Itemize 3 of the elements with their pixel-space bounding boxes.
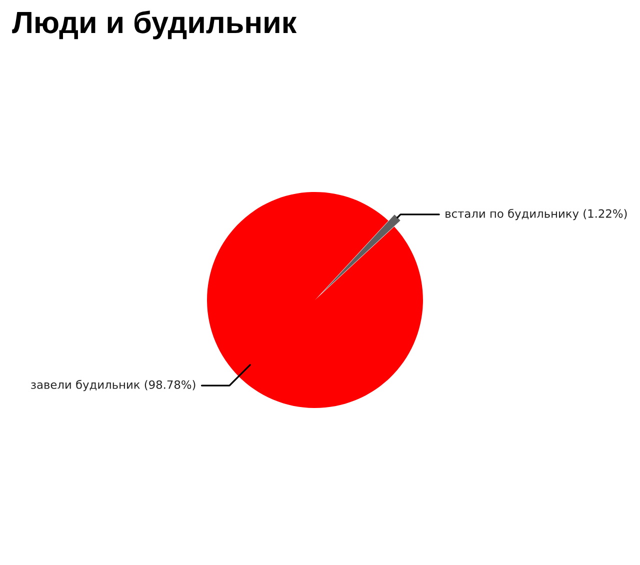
slice-label: завели будильник (98.78%) xyxy=(31,380,196,392)
chart-title: Люди и будильник xyxy=(12,10,297,40)
slice-label: встали по будильнику (1.22%) xyxy=(446,208,627,220)
